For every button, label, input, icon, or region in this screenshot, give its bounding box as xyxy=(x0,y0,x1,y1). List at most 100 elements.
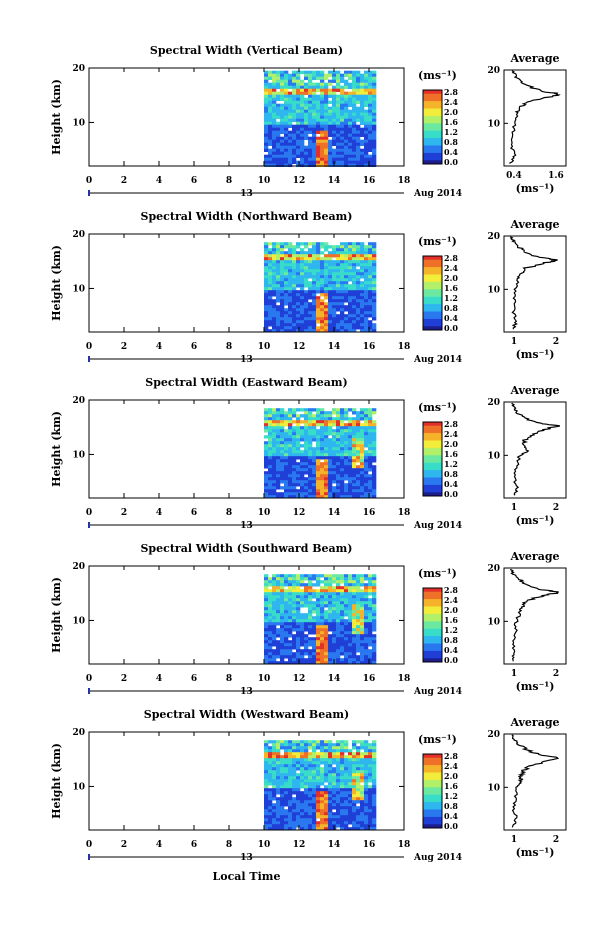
heat-cell xyxy=(280,474,285,478)
heat-cell xyxy=(352,311,357,315)
colorbar-segment xyxy=(423,90,442,93)
heat-cell xyxy=(304,628,309,632)
heat-cell xyxy=(348,305,353,309)
colorbar-segment xyxy=(423,826,442,829)
heat-cell xyxy=(320,791,325,795)
heat-cell xyxy=(360,788,365,792)
heat-cell xyxy=(296,82,301,86)
heat-cell xyxy=(336,761,341,765)
heat-cell xyxy=(336,441,341,445)
heat-cell xyxy=(348,459,353,463)
heat-cell xyxy=(360,287,365,291)
heat-cell xyxy=(364,486,369,490)
heat-cell xyxy=(280,622,285,626)
heat-cell xyxy=(304,601,309,605)
heat-cell xyxy=(288,76,293,80)
heat-cell xyxy=(312,652,317,656)
heat-cell xyxy=(328,794,333,798)
heat-cell xyxy=(264,580,269,584)
heat-cell xyxy=(364,163,369,167)
heat-cell xyxy=(344,450,349,454)
heat-cell xyxy=(324,438,329,442)
avg-profile-line xyxy=(510,568,559,662)
colorbar-segment xyxy=(423,97,442,100)
heat-cell xyxy=(348,118,353,122)
heat-cell xyxy=(324,462,329,466)
colorbar-segment xyxy=(423,274,442,277)
heat-cell xyxy=(352,82,357,86)
heat-cell xyxy=(268,761,273,765)
heat-cell xyxy=(316,148,321,152)
heat-cell xyxy=(328,251,333,255)
heat-cell xyxy=(300,577,305,581)
heat-cell xyxy=(324,82,329,86)
heat-cell xyxy=(356,471,361,475)
colorbar-segment xyxy=(423,285,442,288)
heat-cell xyxy=(280,302,285,306)
heat-cell xyxy=(268,767,273,771)
heat-cell xyxy=(352,293,357,297)
x-axis-label: Local Time xyxy=(213,870,281,883)
heat-cell xyxy=(344,492,349,496)
heat-cell xyxy=(324,459,329,463)
heat-cell xyxy=(360,779,365,783)
heat-cell xyxy=(276,290,281,294)
heat-cell xyxy=(364,417,369,421)
heat-cell xyxy=(372,441,377,445)
heat-cell xyxy=(332,124,337,128)
heat-cell xyxy=(328,640,333,644)
colorbar-segment xyxy=(423,101,442,104)
heat-cell xyxy=(300,311,305,315)
heat-cell xyxy=(312,317,317,321)
heat-cell xyxy=(264,260,269,264)
heat-cell xyxy=(268,821,273,825)
heat-cell xyxy=(340,112,345,116)
colorbar-segment xyxy=(423,794,442,797)
heat-cell xyxy=(280,426,285,430)
heat-cell xyxy=(328,91,333,95)
heat-cell xyxy=(284,601,289,605)
heat-cell xyxy=(288,308,293,312)
heat-cell xyxy=(356,423,361,427)
heat-cell xyxy=(316,495,321,499)
heat-cell xyxy=(264,824,269,828)
heat-cell xyxy=(336,426,341,430)
heat-cell xyxy=(268,601,273,605)
heat-cell xyxy=(276,73,281,77)
heat-cell xyxy=(328,70,333,74)
heat-cell xyxy=(296,628,301,632)
heat-cell xyxy=(304,447,309,451)
heat-cell xyxy=(284,154,289,158)
heat-cell xyxy=(288,456,293,460)
heat-cell xyxy=(360,634,365,638)
heat-cell xyxy=(320,755,325,759)
heat-cell xyxy=(304,577,309,581)
heat-cell xyxy=(280,441,285,445)
heat-cell xyxy=(344,622,349,626)
heat-cell xyxy=(272,824,277,828)
heat-cell xyxy=(328,317,333,321)
heat-cell xyxy=(348,311,353,315)
heat-cell xyxy=(360,254,365,258)
heat-cell xyxy=(268,740,273,744)
heat-cell xyxy=(356,616,361,620)
heat-cell xyxy=(284,824,289,828)
heat-cell xyxy=(356,160,361,164)
colorbar-segment xyxy=(423,123,442,126)
heat-cell xyxy=(332,776,337,780)
heat-cell xyxy=(288,124,293,128)
heat-cell xyxy=(336,459,341,463)
heat-cell xyxy=(324,749,329,753)
heat-cell xyxy=(320,278,325,282)
heat-cell xyxy=(264,628,269,632)
heat-cell xyxy=(368,426,373,430)
heat-cell xyxy=(304,592,309,596)
heat-cell xyxy=(344,320,349,324)
heat-cell xyxy=(360,133,365,137)
heat-cell xyxy=(340,468,345,472)
heat-cell xyxy=(320,800,325,804)
x-tick-label: 4 xyxy=(156,342,162,352)
heat-cell xyxy=(272,103,277,107)
heat-cell xyxy=(276,299,281,303)
heat-cell xyxy=(320,317,325,321)
